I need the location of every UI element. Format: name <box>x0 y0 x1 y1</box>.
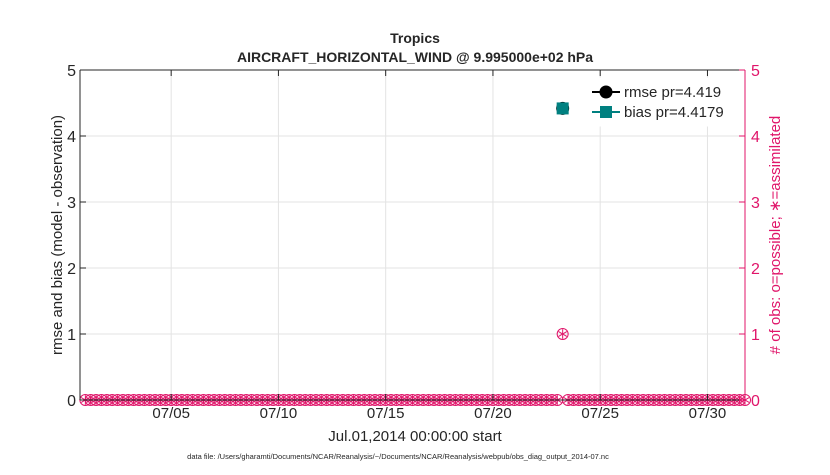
x-tick-label: 07/10 <box>260 405 298 422</box>
data-file-footer: data file: /Users/gharamti/Documents/NCA… <box>187 452 609 461</box>
y-tick-label-left: 5 <box>67 63 76 80</box>
obs-possible-marker <box>556 328 569 340</box>
legend-rmse-label: rmse pr=4.419 <box>624 84 721 101</box>
x-axis-label: Jul.01,2014 00:00:00 start <box>328 428 502 445</box>
series-layer <box>556 101 570 115</box>
y-axis-label-right: # of obs: o=possible; ∗=assimilated <box>767 116 784 355</box>
y-tick-label-left: 3 <box>67 195 76 212</box>
legend-bias-label: bias pr=4.4179 <box>624 104 724 121</box>
x-tick-label: 07/25 <box>581 405 619 422</box>
legend-bias-marker <box>600 106 612 118</box>
legend-rmse-marker <box>599 85 613 99</box>
obs-assimilated-marker <box>558 329 568 339</box>
chart-title: Tropics <box>390 30 440 46</box>
y-tick-label-left: 2 <box>67 261 76 278</box>
y-tick-label-left: 4 <box>67 129 76 146</box>
y-tick-label-right: 1 <box>751 327 760 344</box>
x-tick-label: 07/05 <box>152 405 190 422</box>
y-tick-label-left: 0 <box>67 393 76 410</box>
axes-layer: 0 1 2 3 4 5 0 1 2 3 4 5 07/05 07/10 07/15 07/20 07/25 07/… <box>67 63 760 422</box>
y-tick-label-right: 4 <box>751 129 760 146</box>
chart-subtitle: AIRCRAFT_HORIZONTAL_WIND @ 9.995000e+02 … <box>237 49 593 65</box>
y-tick-label-right: 0 <box>751 393 760 410</box>
obs-assimilated-stroke <box>558 331 568 337</box>
x-tick-label: 07/30 <box>689 405 727 422</box>
y-tick-label-left: 1 <box>67 327 76 344</box>
y-tick-label-right: 5 <box>751 63 760 80</box>
x-tick-label: 07/20 <box>474 405 512 422</box>
y-axis-label-left: rmse and bias (model - observation) <box>49 115 66 355</box>
y-tick-label-right: 3 <box>751 195 760 212</box>
y-tick-label-right: 2 <box>751 261 760 278</box>
series-bias-point <box>556 102 569 115</box>
legend: rmse pr=4.419 bias pr=4.4179 <box>583 77 741 127</box>
x-tick-label: 07/15 <box>367 405 405 422</box>
